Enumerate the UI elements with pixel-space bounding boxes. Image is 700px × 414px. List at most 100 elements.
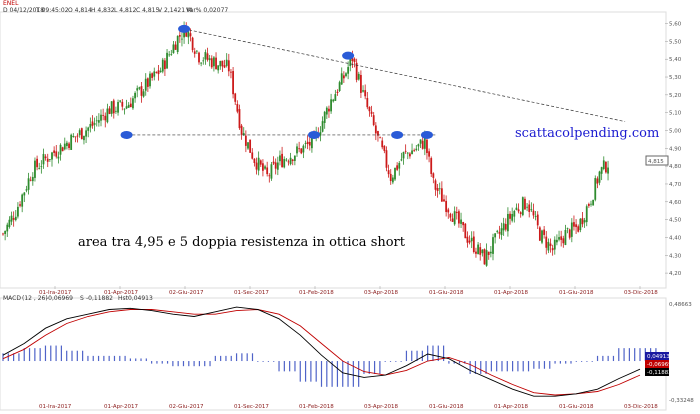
candle-body [61, 147, 64, 152]
histogram-bar [55, 345, 57, 362]
candle-body [381, 140, 384, 148]
candle-body [541, 230, 543, 243]
candle-body [449, 213, 452, 218]
histogram-bar [522, 361, 524, 372]
candle-body [291, 159, 294, 162]
candle-body [428, 151, 430, 157]
histogram-bar [50, 345, 52, 362]
macd-params: (12 , 26) [22, 295, 48, 302]
histogram-bar [607, 355, 609, 362]
histogram-bar [28, 348, 31, 362]
histogram-bar [336, 361, 339, 387]
candle-body [253, 158, 256, 163]
candle-body [372, 115, 375, 125]
candle-body [174, 44, 177, 50]
candle-body [370, 111, 373, 114]
histogram-bar [66, 350, 68, 362]
macd-y-tick-label: 0,48663 [669, 302, 692, 308]
candle-body [594, 178, 597, 200]
histogram-bar [289, 361, 291, 372]
candle-body [281, 153, 283, 168]
candle-body [496, 230, 499, 232]
histogram-bar [490, 361, 492, 372]
histogram-bar [596, 355, 599, 362]
candle-body [144, 78, 147, 91]
candle-body [234, 93, 237, 102]
candle-body [206, 53, 209, 60]
macd-lines: 0,48663 -0,33248 [2, 302, 694, 404]
candle-body [19, 204, 21, 206]
candle-body [240, 125, 243, 135]
candle-body [566, 227, 569, 229]
candle-body [336, 91, 339, 93]
candle-body [57, 156, 60, 159]
candle-body [262, 163, 264, 171]
candle-body [583, 220, 586, 223]
candle-body [48, 159, 51, 160]
histogram-bar [618, 348, 620, 362]
macd-badge [645, 352, 669, 360]
candle-body [551, 248, 554, 251]
price-x-axis: 01-Ira-2017 01-Apr-2017 02-Giu-2017 01-Sec-… [39, 286, 658, 296]
histogram-bar [156, 361, 158, 364]
histogram-bar [326, 361, 328, 387]
candle-body [55, 151, 58, 157]
candle-body [426, 139, 428, 154]
histogram-bar [358, 361, 360, 387]
x-tick-label: 01-Giu-2018 [559, 290, 594, 296]
candle-body [596, 178, 599, 184]
candle-body [415, 148, 418, 151]
x-tick-label: 03-Apr-2018 [364, 404, 399, 410]
candle-body [272, 161, 275, 164]
candle-body [219, 60, 222, 67]
histogram-bar [44, 345, 47, 362]
histogram-bar [352, 361, 354, 387]
candle-body [296, 146, 298, 154]
candle-body [458, 211, 460, 224]
candle-body [447, 209, 450, 213]
candle-body [225, 59, 228, 66]
candle-body [472, 236, 475, 253]
candle-body [213, 57, 215, 67]
marker-ellipse [308, 130, 321, 139]
candle-body [602, 160, 605, 169]
histogram-bar [23, 348, 25, 362]
candle-body [132, 98, 134, 109]
candle-body [115, 110, 117, 112]
candle-body [151, 73, 154, 78]
candle-body [249, 139, 252, 153]
histogram-bar [554, 361, 556, 364]
histogram-bar [586, 361, 588, 362]
candle-body [513, 210, 516, 217]
candle-body [528, 204, 531, 212]
header-high: H 4,832 [91, 7, 115, 14]
candle-body [443, 199, 445, 202]
macd-badge-text: 0,04913 [647, 354, 670, 360]
histogram-bar [172, 361, 174, 367]
candle-body [409, 153, 411, 157]
histogram-bar [623, 348, 625, 362]
histogram-bar [543, 361, 546, 369]
candle-body [257, 157, 260, 171]
candle-body [560, 236, 563, 240]
y-tick-label: 4,80 [669, 164, 682, 170]
candle-body [270, 164, 273, 179]
y-tick-label: 4,30 [669, 253, 682, 259]
candle-body [215, 57, 217, 70]
candle-body [607, 167, 609, 174]
candle-body [127, 104, 130, 108]
candle-body [112, 100, 115, 114]
histogram-bar [119, 355, 121, 362]
candle-body [108, 108, 111, 114]
candle-body [323, 111, 326, 123]
histogram-bar [320, 361, 323, 387]
candle-body [117, 102, 119, 113]
candle-body [438, 188, 441, 190]
candle-body [556, 239, 558, 243]
macd-badge [645, 360, 669, 368]
candle-body [374, 125, 377, 134]
candle-body [406, 152, 409, 154]
candle-body [12, 218, 15, 220]
candle-body [489, 251, 492, 254]
